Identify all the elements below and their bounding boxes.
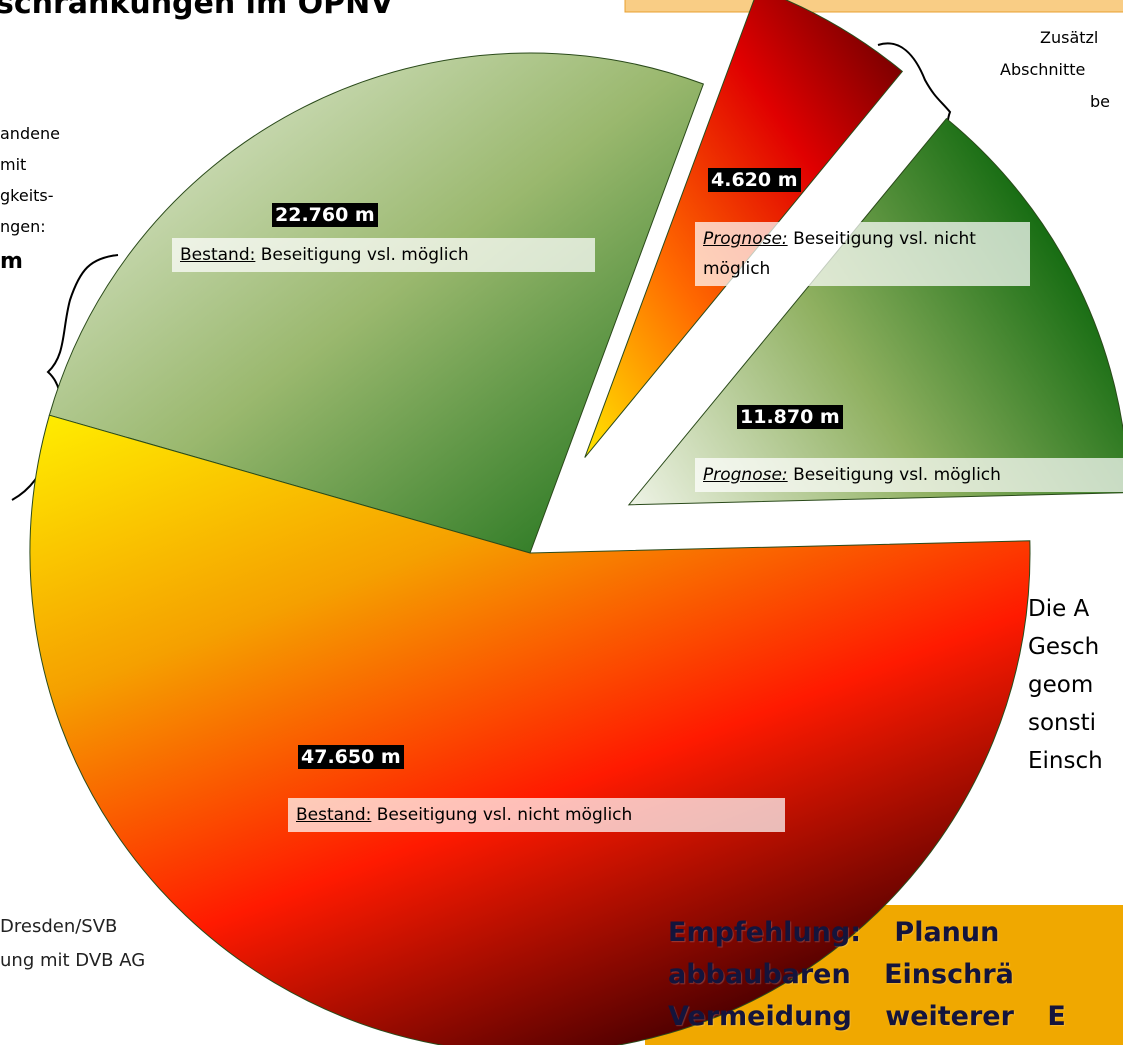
rec-line: Empfehlung: Planun xyxy=(668,917,1000,948)
label-text: Beseitigung vsl. möglich xyxy=(260,245,469,265)
note-line: ung mit DVB AG xyxy=(0,950,146,971)
title: schränkungen im ÖPNV xyxy=(0,0,394,21)
label-text: Beseitigung vsl. nicht möglich xyxy=(376,805,633,825)
recommendation: Empfehlung: Planun abbaubaren Einschrä V… xyxy=(668,912,1066,1038)
slice-label: Bestand: Beseitigung vsl. nicht möglich xyxy=(288,798,785,832)
label-prefix: Bestand: xyxy=(296,805,372,825)
note-line: be xyxy=(1090,92,1110,111)
note-line: Abschnitte xyxy=(1000,60,1086,79)
label-text: Beseitigung vsl. nicht möglich xyxy=(703,229,976,279)
value-label: 47.650 m xyxy=(298,745,404,769)
note-line: gkeits- xyxy=(0,186,54,205)
note-line: Dresden/SVB xyxy=(0,916,118,937)
slice-label: Prognose: Beseitigung vsl. möglich xyxy=(695,458,1123,492)
value-label: 11.870 m xyxy=(737,405,843,429)
source-note: Dresden/SVB ung mit DVB AG xyxy=(0,910,145,978)
note-line: Die A xyxy=(1028,596,1090,622)
value-label: 4.620 m xyxy=(708,168,801,192)
slice-label: Bestand: Beseitigung vsl. möglich xyxy=(172,238,595,272)
pie-slice xyxy=(48,52,705,554)
note-line: mit xyxy=(0,155,27,174)
label-text: Beseitigung vsl. möglich xyxy=(793,465,1001,485)
pie-slice xyxy=(29,414,1031,1045)
note-line: sonsti xyxy=(1028,710,1097,736)
left-note: andene mit gkeits- ngen: m xyxy=(0,118,60,282)
header-box xyxy=(624,0,1123,13)
note-total: m xyxy=(0,249,23,274)
rec-line: abbaubaren Einschrä xyxy=(668,959,1014,990)
label-prefix: Prognose: xyxy=(703,229,788,249)
label-prefix: Bestand: xyxy=(180,245,256,265)
note-line: andene xyxy=(0,124,60,143)
slice-label: Prognose: Beseitigung vsl. nicht möglich xyxy=(695,222,1030,286)
value-label: 22.760 m xyxy=(272,203,378,227)
rec-line: Vermeidung weiterer E xyxy=(668,1001,1066,1032)
label-prefix: Prognose: xyxy=(703,465,788,485)
note-line: Gesch xyxy=(1028,634,1100,660)
right-note: Die A Gesch geom sonsti Einsch xyxy=(1028,590,1103,780)
note-line: Zusätzl xyxy=(1040,28,1099,47)
note-line: Einsch xyxy=(1028,748,1103,774)
note-line: geom xyxy=(1028,672,1094,698)
note-line: ngen: xyxy=(0,217,46,236)
